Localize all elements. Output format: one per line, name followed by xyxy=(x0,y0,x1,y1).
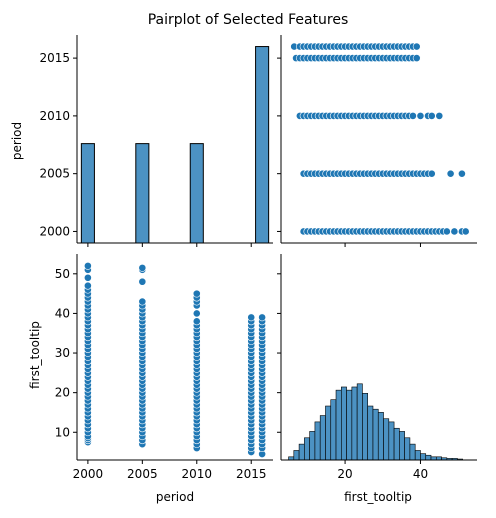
scatter-point xyxy=(138,263,147,272)
scatter-point xyxy=(442,227,451,236)
x-axis-label-first-tooltip: first_tooltip xyxy=(344,490,412,504)
tooltip-hist-bar xyxy=(362,393,368,461)
panel-period-vs-first-tooltip xyxy=(277,35,477,247)
tooltip-scatter-ytick-label: 10 xyxy=(55,425,70,439)
tooltip-hist-bar xyxy=(388,421,395,461)
tooltip-hist-bar xyxy=(319,415,326,461)
tooltip-hist-bar xyxy=(335,389,342,461)
tooltip-hist-bar xyxy=(330,399,337,461)
tooltip-hist-bar xyxy=(298,443,305,461)
scatter-point xyxy=(192,289,201,298)
scatter-point xyxy=(409,111,417,120)
tooltip-hist-xtick-label: 20 xyxy=(337,467,352,481)
tooltip-scatter-ytick-label: 50 xyxy=(55,267,70,281)
period-hist-ytick-label: 2000 xyxy=(39,224,70,238)
axis-labels: period first_tooltip period first_toolti… xyxy=(10,122,412,504)
tooltip-hist-bar xyxy=(409,443,416,461)
tooltip-scatter-xtick-label: 2010 xyxy=(182,467,213,481)
panel-first-tooltip-vs-period: 10 20 30 40 50 2000 2005 2010 2015 xyxy=(55,254,273,481)
scatter-point xyxy=(138,277,147,286)
period-hist-bar xyxy=(80,143,95,244)
tooltip-scatter-ytick-label: 40 xyxy=(55,306,70,320)
tooltip-scatter-xtick-label: 2005 xyxy=(127,467,158,481)
tooltip-hist-bar xyxy=(293,450,300,461)
scatter-point xyxy=(192,317,201,326)
scatter-point xyxy=(83,281,92,290)
scatter-point xyxy=(258,313,267,322)
period-hist-bar xyxy=(189,143,204,244)
scatter-point xyxy=(461,227,470,236)
panel-period-hist: 2000 2005 2010 2015 xyxy=(39,35,273,247)
tooltip-hist-xtick-label: 40 xyxy=(413,467,428,481)
period-hist-ytick-label: 2010 xyxy=(39,109,70,123)
period-hist-ytick-label: 2005 xyxy=(39,167,70,181)
x-axis-label-period: period xyxy=(156,490,194,504)
period-hist-bar xyxy=(255,46,270,244)
scatter-point xyxy=(416,111,425,120)
tooltip-hist-bar xyxy=(346,389,353,461)
tooltip-hist-bar xyxy=(414,450,421,461)
tooltip-hist-bar xyxy=(372,408,379,461)
y-axis-label-first-tooltip: first_tooltip xyxy=(28,321,42,389)
scatter-point xyxy=(83,273,92,282)
tooltip-hist-bar xyxy=(377,412,384,461)
tooltip-hist-bar xyxy=(341,386,347,461)
tooltip-hist-bar xyxy=(309,431,316,461)
scatter-point xyxy=(450,227,459,236)
scatter-point xyxy=(446,169,455,178)
tooltip-hist-bar xyxy=(351,386,358,461)
scatter-point xyxy=(435,111,444,120)
chart-title: Pairplot of Selected Features xyxy=(148,12,349,28)
tooltip-scatter-xtick-label: 2015 xyxy=(236,467,267,481)
period-hist-ytick-label: 2015 xyxy=(39,51,70,65)
tooltip-hist-bar xyxy=(420,453,427,461)
scatter-point xyxy=(138,297,147,306)
scatter-point xyxy=(247,313,256,322)
panel-first-tooltip-hist: 20 40 xyxy=(277,254,477,481)
scatter-point xyxy=(427,111,436,120)
scatter-point xyxy=(427,169,436,178)
scatter-point xyxy=(83,261,92,270)
tooltip-scatter-ytick-label: 20 xyxy=(55,386,70,400)
tooltip-hist-bar xyxy=(367,405,374,461)
y-axis-label-period: period xyxy=(10,122,24,160)
tooltip-hist-bar xyxy=(314,421,321,461)
scatter-point xyxy=(412,42,421,51)
tooltip-hist-bar xyxy=(399,431,405,461)
tooltip-hist-bar xyxy=(325,405,332,461)
tooltip-hist-bar xyxy=(356,383,363,461)
scatter-point xyxy=(192,309,201,318)
tooltip-hist-bar xyxy=(393,427,400,461)
scatter-point xyxy=(412,54,421,63)
tooltip-hist-bar xyxy=(404,437,411,461)
period-hist-bar xyxy=(135,143,150,244)
tooltip-hist-bar xyxy=(383,418,390,461)
scatter-point xyxy=(458,169,466,178)
tooltip-hist-bar xyxy=(425,454,432,461)
tooltip-scatter-ytick-label: 30 xyxy=(55,346,70,360)
tooltip-scatter-xtick-label: 2000 xyxy=(73,467,104,481)
tooltip-hist-bar xyxy=(304,437,310,461)
